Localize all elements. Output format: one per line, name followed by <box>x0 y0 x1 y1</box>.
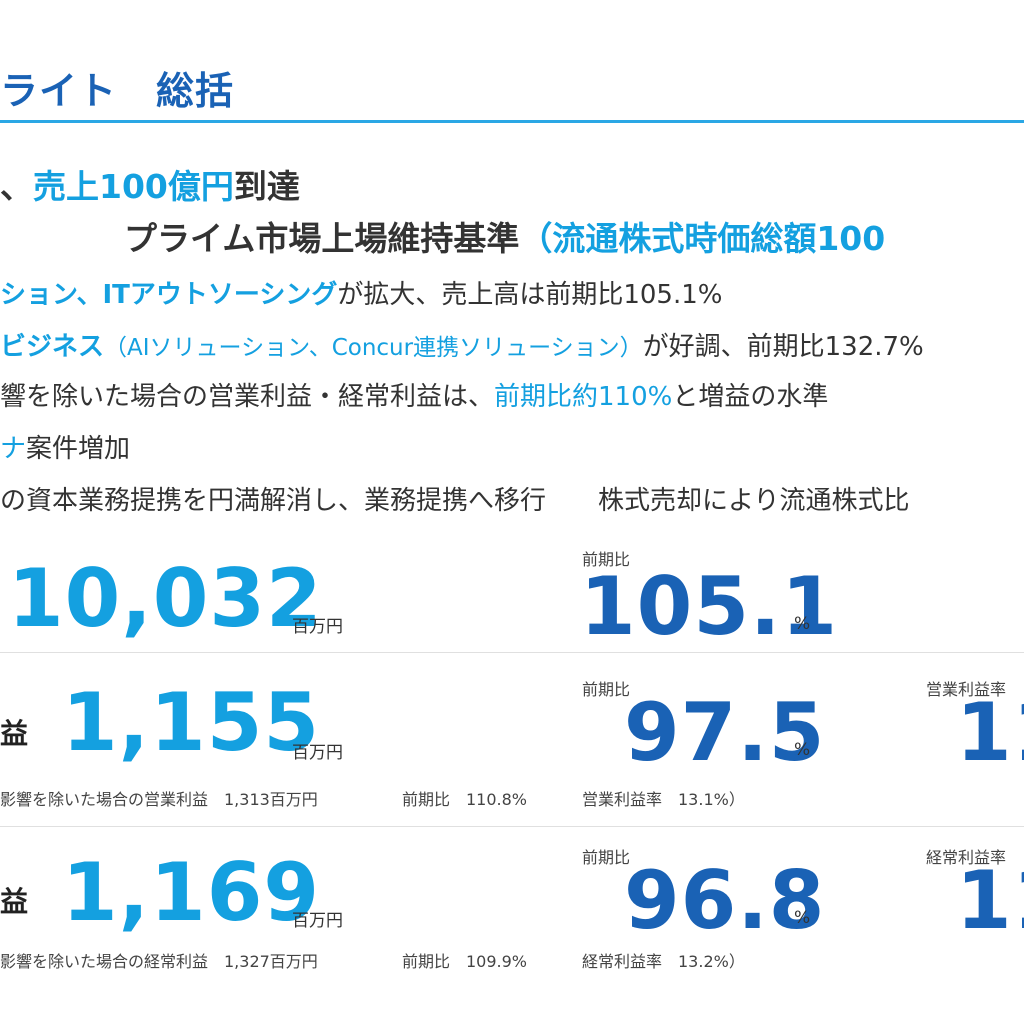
divider-1 <box>0 652 1024 653</box>
sales-unit: 百万円 <box>292 617 343 637</box>
title-underline <box>0 120 1024 123</box>
bullet-3: 響を除いた場合の営業利益・経常利益は、前期比約110%と増益の水準 <box>0 376 828 413</box>
headline-line-2-highlight: （流通株式時価総額100 <box>519 219 886 258</box>
operating-yoy-unit: % <box>794 740 811 760</box>
operating-rate-value: 11 <box>956 686 1024 779</box>
operating-note-yoy: 前期比 110.8% <box>402 790 528 809</box>
operating-label: 益 <box>0 717 29 750</box>
sales-yoy-label: 前期比 <box>582 550 631 569</box>
operating-note: 影響を除いた場合の営業利益 1,313百万円 <box>0 790 318 809</box>
ordinary-label: 益 <box>0 885 29 918</box>
ordinary-unit: 百万円 <box>292 911 343 931</box>
sales-yoy-value: 105.1 <box>580 560 839 653</box>
headline-highlight: 売上100億円 <box>33 167 234 206</box>
headline-line-1: 、売上100億円到達 <box>0 160 300 208</box>
bullet-2: ビジネス（AIソリューション、Concur連携ソリューション）が好調、前期比13… <box>0 326 924 363</box>
ordinary-rate-label: 経常利益率 <box>926 848 1007 867</box>
bullet-3-highlight: 前期比約110% <box>494 382 673 412</box>
sales-yoy-unit: % <box>794 614 811 634</box>
bullet-4-text: 案件増加 <box>26 434 131 464</box>
bullet-1-highlight: ション、ITアウトソーシング <box>0 280 338 310</box>
bullet-5-text: の資本業務提携を円満解消し、業務提携へ移行 株式売却により流通株式比 <box>0 486 910 516</box>
ordinary-note-yoy: 前期比 109.9% <box>402 952 528 971</box>
bullet-1: ション、ITアウトソーシングが拡大、売上高は前期比105.1% <box>0 274 722 311</box>
headline-line-2-text: プライム市場上場維持基準 <box>124 219 520 258</box>
ordinary-note-rate: 経常利益率 13.2%） <box>582 952 745 971</box>
ordinary-rate-value: 11 <box>956 854 1024 947</box>
page-title: ライト 総括 <box>0 69 235 113</box>
headline-suffix: 到達 <box>233 167 300 206</box>
headline-line-2: プライム市場上場維持基準（流通株式時価総額100 <box>124 212 885 260</box>
ordinary-value: 1,169 <box>62 846 321 939</box>
operating-value: 1,155 <box>62 676 321 769</box>
operating-note-rate: 営業利益率 13.1%） <box>582 790 745 809</box>
bullet-5: の資本業務提携を円満解消し、業務提携へ移行 株式売却により流通株式比 <box>0 480 909 517</box>
operating-yoy-value: 97.5 <box>624 686 826 779</box>
divider-2 <box>0 826 1024 827</box>
bullet-1-text: が拡大、売上高は前期比105.1% <box>337 280 723 310</box>
bullet-2-text: が好調、前期比132.7% <box>642 332 924 362</box>
headline-prefix: 、 <box>0 167 33 206</box>
ordinary-yoy-unit: % <box>794 908 811 928</box>
ordinary-note: 影響を除いた場合の経常利益 1,327百万円 <box>0 952 318 971</box>
bullet-2-highlight: ビジネス <box>0 332 105 362</box>
ordinary-yoy-label: 前期比 <box>582 848 631 867</box>
bullet-3-text: と増益の水準 <box>672 382 829 412</box>
sales-value: 10,032 <box>8 552 323 645</box>
bullet-2-note: （AIソリューション、Concur連携ソリューション） <box>104 335 643 361</box>
operating-unit: 百万円 <box>292 743 343 763</box>
operating-yoy-label: 前期比 <box>582 680 631 699</box>
bullet-4: ナ案件増加 <box>0 428 130 465</box>
bullet-3-prefix: 響を除いた場合の営業利益・経常利益は、 <box>0 382 495 412</box>
bullet-4-highlight: ナ <box>0 434 27 464</box>
ordinary-yoy-value: 96.8 <box>624 854 826 947</box>
operating-rate-label: 営業利益率 <box>926 680 1007 699</box>
